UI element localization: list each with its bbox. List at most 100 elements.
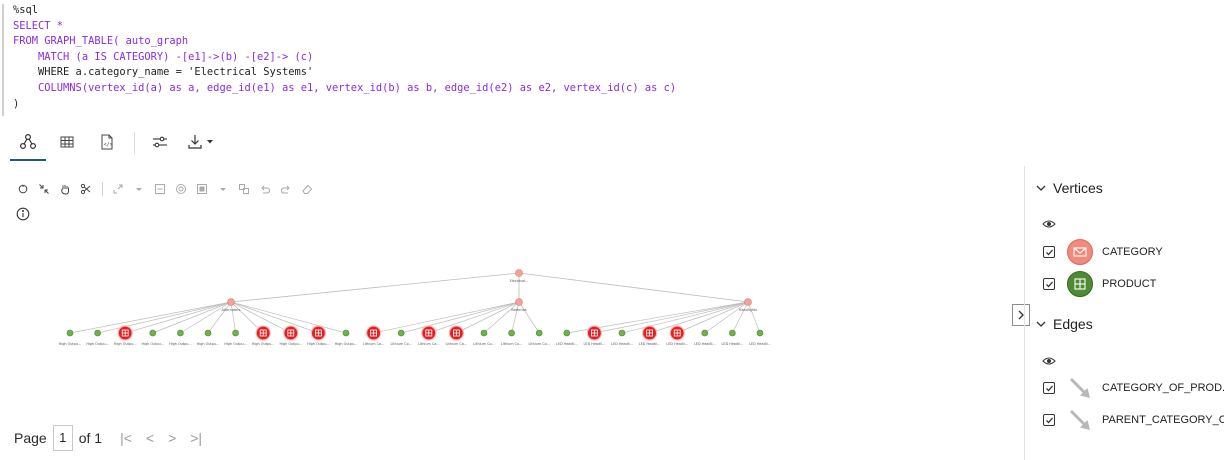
legend-edge-parent-category-of: PARENT_CATEGORY_OF: [1043, 407, 1224, 433]
last-page-button[interactable]: >|: [190, 430, 203, 446]
graph-toolbar: [16, 180, 321, 198]
category-swatch[interactable]: [1067, 239, 1093, 265]
graph-canvas[interactable]: Electrical... Alternators High Outpu... Hig…: [0, 240, 1010, 370]
prev-page-button[interactable]: <: [145, 430, 155, 446]
product-label: PRODUCT: [1102, 278, 1157, 290]
caret-down-icon: [220, 188, 226, 191]
group-dropdown-button[interactable]: [216, 182, 230, 196]
product-node[interactable]: [94, 329, 101, 337]
edge-swatch[interactable]: [1067, 375, 1093, 401]
tab-graph[interactable]: [13, 128, 43, 156]
minus-box-icon: [155, 184, 165, 194]
product-node[interactable]: [149, 329, 157, 337]
category-checkbox[interactable]: [1043, 246, 1055, 258]
download-icon: [188, 135, 213, 149]
highlighted-node[interactable]: [255, 325, 271, 341]
pan-tool-button[interactable]: [58, 182, 72, 196]
graph-icon: [19, 133, 37, 150]
highlighted-node[interactable]: [366, 325, 382, 341]
code-line-5: WHERE a.category_name = 'Electrical Syst…: [13, 66, 314, 79]
download-menu-button[interactable]: [182, 128, 220, 156]
product-node[interactable]: [66, 329, 74, 337]
ungroup-button[interactable]: [237, 182, 251, 196]
node-label: LED Headli...: [611, 342, 633, 346]
fit-to-screen-button[interactable]: [37, 182, 51, 196]
highlighted-node[interactable]: [448, 325, 464, 341]
edge-line: [511, 301, 520, 334]
select-tool-button[interactable]: [16, 182, 30, 196]
info-button[interactable]: [16, 207, 30, 226]
parent-category-of-checkbox[interactable]: [1043, 414, 1055, 426]
target-icon: [176, 184, 186, 194]
group-button[interactable]: [195, 182, 209, 196]
product-node[interactable]: [397, 329, 405, 337]
highlighted-node[interactable]: [586, 325, 603, 341]
highlighted-node[interactable]: [421, 325, 437, 341]
product-node[interactable]: [701, 329, 709, 337]
settings-button[interactable]: [145, 128, 175, 156]
category-of-product-checkbox[interactable]: [1043, 382, 1055, 394]
ungroup-icon: [239, 184, 249, 194]
product-node[interactable]: [508, 329, 515, 337]
product-node[interactable]: [342, 329, 350, 337]
redo-button[interactable]: [279, 182, 293, 196]
first-page-button[interactable]: |<: [120, 430, 132, 446]
next-page-button[interactable]: >: [168, 430, 177, 446]
node-label: LED Headli...: [584, 342, 606, 346]
edge-swatch[interactable]: [1067, 407, 1093, 433]
highlighted-node[interactable]: [669, 325, 685, 341]
edge-line: [152, 301, 232, 334]
category-node[interactable]: [744, 298, 752, 306]
expand-dropdown-button[interactable]: [132, 182, 146, 196]
sql-code-cell[interactable]: %sql SELECT * FROM GRAPH_TABLE( auto_gra…: [0, 0, 1224, 116]
focus-button[interactable]: [174, 182, 188, 196]
edges-layer[interactable]: [69, 272, 761, 334]
expand-button[interactable]: [111, 182, 125, 196]
nodes-layer[interactable]: Electrical... Alternators High Outpu... Hig…: [59, 269, 771, 347]
root-category-node[interactable]: [515, 269, 523, 277]
collapse-button[interactable]: [153, 182, 167, 196]
edges-visibility-button[interactable]: [1042, 353, 1056, 371]
product-swatch[interactable]: [1067, 271, 1093, 297]
toolbar-divider: [102, 182, 103, 196]
undo-button[interactable]: [258, 182, 272, 196]
network-tool-button[interactable]: [79, 182, 93, 196]
node-label: Lithium Ca...: [363, 342, 384, 346]
vertices-visibility-button[interactable]: [1042, 216, 1056, 234]
highlighted-node[interactable]: [310, 325, 326, 341]
eraser-button[interactable]: [300, 182, 314, 196]
product-node[interactable]: [480, 329, 488, 337]
expand-icon: [113, 184, 123, 194]
legend-panel-toggle[interactable]: [1012, 304, 1030, 326]
category-node[interactable]: [227, 298, 235, 306]
highlighted-node[interactable]: [283, 325, 299, 341]
json-file-icon: </>: [101, 134, 113, 150]
node-label: Lithium Co...: [528, 342, 549, 346]
scissors-icon: [80, 183, 91, 195]
product-node[interactable]: [756, 329, 764, 337]
product-node[interactable]: [535, 329, 543, 337]
product-node[interactable]: [177, 329, 184, 337]
product-node[interactable]: [563, 329, 571, 337]
product-node[interactable]: [232, 329, 239, 337]
product-node[interactable]: [204, 329, 212, 337]
tab-table[interactable]: [52, 128, 82, 156]
category-node[interactable]: [515, 298, 523, 306]
vertices-title: Vertices: [1053, 180, 1103, 196]
node-label: LED Headli...: [694, 342, 716, 346]
product-checkbox[interactable]: [1043, 278, 1055, 290]
edges-title: Edges: [1053, 316, 1093, 332]
product-node[interactable]: [618, 329, 626, 337]
tab-json[interactable]: </>: [92, 128, 122, 156]
edge-line: [483, 301, 520, 334]
highlighted-node[interactable]: [641, 325, 658, 341]
product-node[interactable]: [729, 329, 736, 337]
vertices-section-header[interactable]: Vertices: [1035, 180, 1103, 196]
edge-line: [207, 301, 232, 334]
edges-section-header[interactable]: Edges: [1035, 316, 1093, 332]
page-number-input[interactable]: 1: [52, 425, 73, 451]
settings-sliders-icon: [153, 136, 167, 148]
code-editor[interactable]: %sql SELECT * FROM GRAPH_TABLE( auto_gra…: [13, 3, 676, 112]
code-line-7: ): [13, 97, 20, 110]
highlighted-node[interactable]: [117, 325, 133, 341]
